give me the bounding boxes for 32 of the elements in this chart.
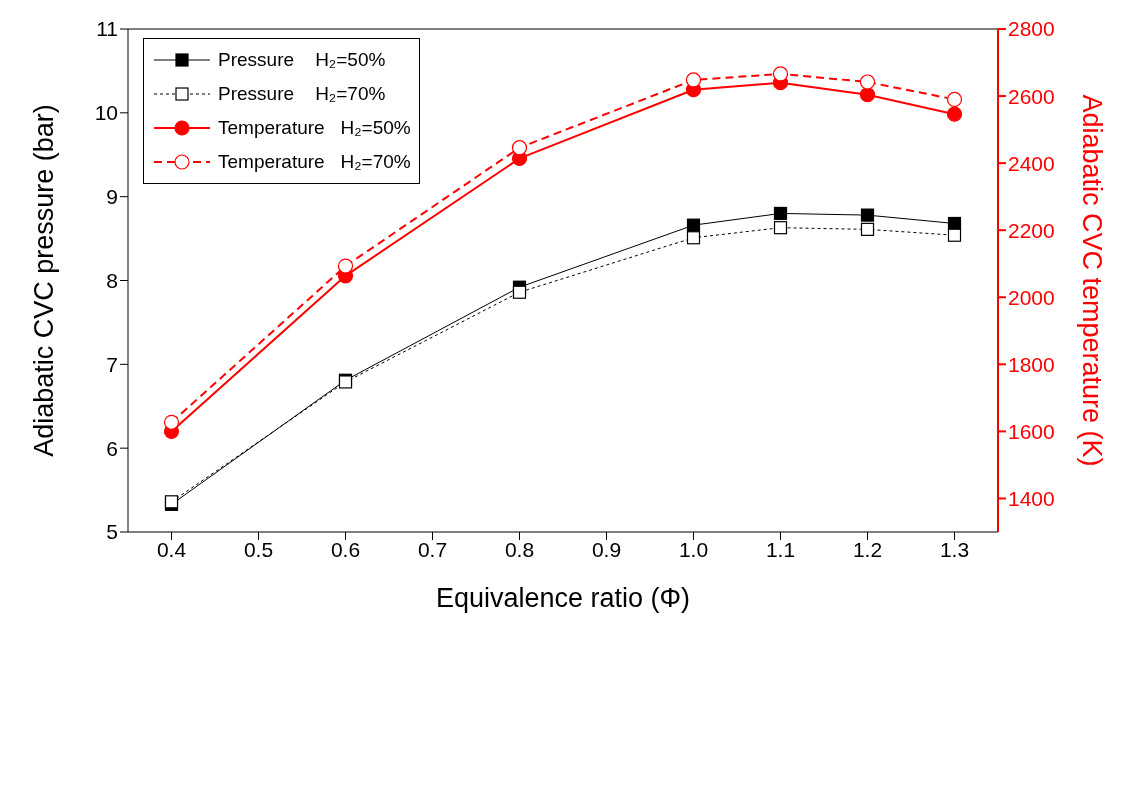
x-tick-label: 1.0 bbox=[678, 537, 709, 561]
legend-label: Temperature H₂=50% bbox=[218, 117, 411, 139]
legend-label: Pressure H₂=70% bbox=[218, 83, 386, 105]
x-tick-label: 0.5 bbox=[243, 537, 274, 561]
y2-tick-label: 1600 bbox=[1008, 419, 1055, 443]
y2-tick-label: 2000 bbox=[1008, 285, 1055, 309]
y-tick-label: 7 bbox=[106, 352, 118, 376]
legend-label: Pressure H₂=50% bbox=[218, 49, 386, 71]
legend-label: Temperature H₂=70% bbox=[218, 151, 411, 173]
x-tick-label: 0.9 bbox=[591, 537, 622, 561]
y-tick-label: 10 bbox=[94, 101, 118, 125]
y2-tick-label: 2800 bbox=[1008, 17, 1055, 41]
x-tick-label: 0.4 bbox=[156, 537, 187, 561]
y-tick-label: 6 bbox=[106, 436, 118, 460]
y2-tick-label: 2200 bbox=[1008, 218, 1055, 242]
y2-tick-label: 2600 bbox=[1008, 84, 1055, 108]
x-tick-label: 1.3 bbox=[939, 537, 970, 561]
y2-tick-label: 1800 bbox=[1008, 352, 1055, 376]
y-tick-label: 5 bbox=[106, 520, 118, 544]
x-axis-title: Equivalence ratio (Φ) bbox=[435, 583, 691, 613]
x-tick-label: 0.7 bbox=[417, 537, 448, 561]
x-tick-label: 0.8 bbox=[504, 537, 535, 561]
x-tick-label: 1.1 bbox=[765, 537, 796, 561]
y-tick-label: 8 bbox=[106, 268, 118, 292]
y-tick-label: 9 bbox=[106, 185, 118, 209]
y2-tick-label: 1400 bbox=[1008, 486, 1055, 510]
x-tick-label: 0.6 bbox=[330, 537, 361, 561]
x-tick-label: 1.2 bbox=[852, 537, 883, 561]
y2-axis-title: Adiabatic CVC temperature (K) bbox=[1077, 94, 1108, 467]
y-axis-title: Adiabatic CVC pressure (bar) bbox=[28, 104, 59, 457]
y2-tick-label: 2400 bbox=[1008, 151, 1055, 175]
y-tick-label: 11 bbox=[96, 17, 118, 41]
